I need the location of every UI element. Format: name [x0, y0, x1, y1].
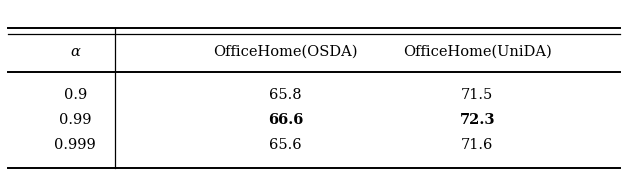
Text: 66.6: 66.6	[268, 113, 303, 127]
Text: 71.6: 71.6	[461, 138, 494, 152]
Text: 72.3: 72.3	[460, 113, 495, 127]
Text: 0.999: 0.999	[55, 138, 96, 152]
Text: OfficeHome(OSDA): OfficeHome(OSDA)	[214, 45, 358, 59]
Text: 0.99: 0.99	[59, 113, 92, 127]
Text: 65.6: 65.6	[269, 138, 302, 152]
Text: 0.9: 0.9	[63, 88, 87, 102]
Text: 65.8: 65.8	[269, 88, 302, 102]
Text: 71.5: 71.5	[461, 88, 494, 102]
Text: α: α	[70, 45, 80, 59]
Text: OfficeHome(UniDA): OfficeHome(UniDA)	[403, 45, 551, 59]
